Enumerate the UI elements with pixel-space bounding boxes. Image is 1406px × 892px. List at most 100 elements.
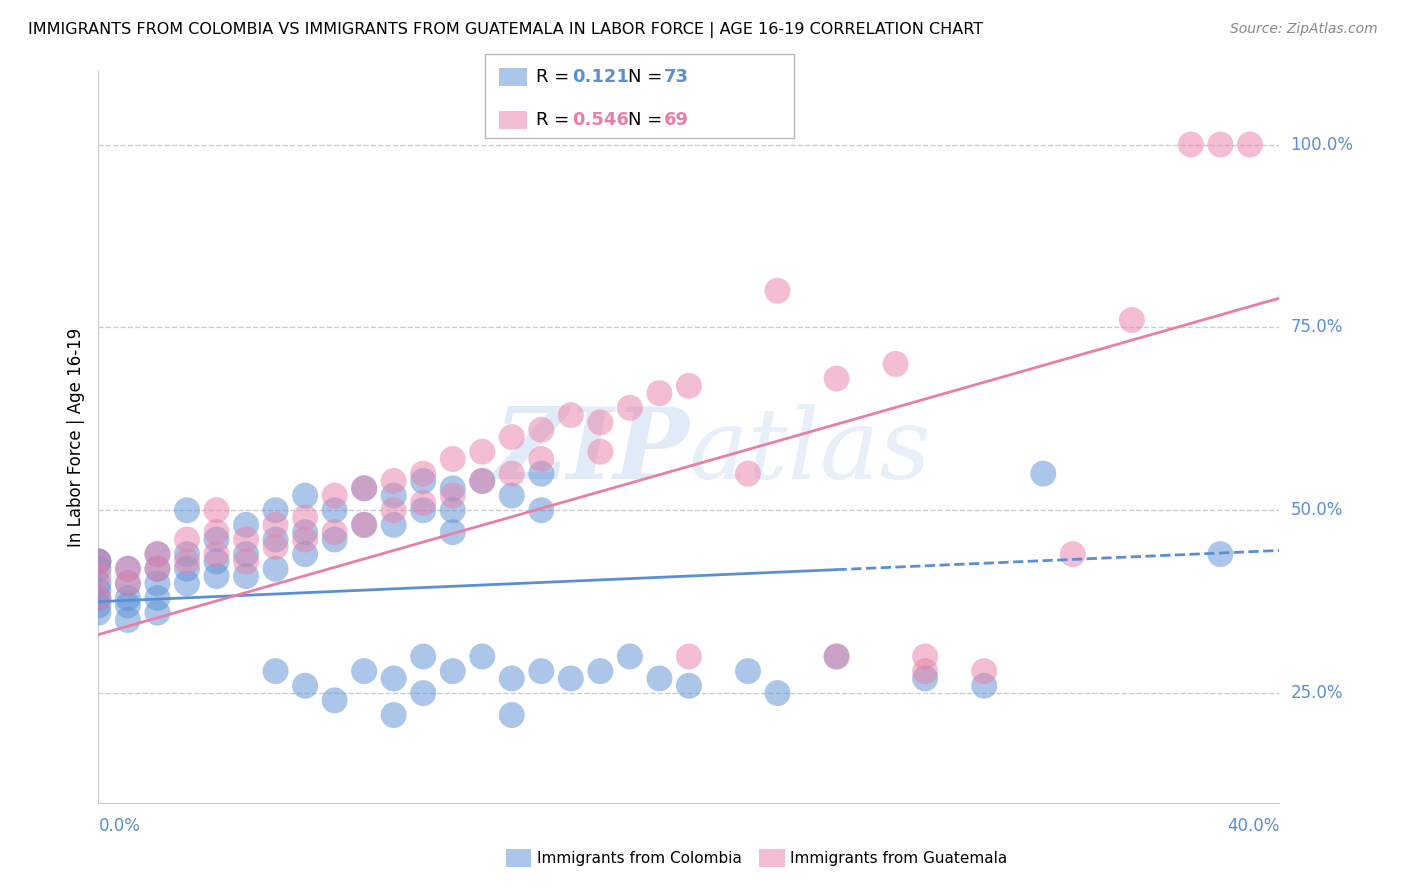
Text: 69: 69: [664, 111, 689, 128]
Point: [501, 489, 523, 503]
Point: [146, 547, 169, 561]
Text: N =: N =: [628, 111, 668, 128]
Point: [117, 562, 139, 576]
Point: [205, 547, 228, 561]
Point: [235, 569, 257, 583]
Point: [294, 547, 316, 561]
Point: [294, 489, 316, 503]
Point: [441, 664, 464, 678]
Point: [235, 547, 257, 561]
Point: [412, 686, 434, 700]
Point: [87, 606, 110, 620]
Point: [1062, 547, 1084, 561]
Point: [441, 503, 464, 517]
Point: [353, 517, 375, 532]
Point: [530, 467, 553, 481]
Point: [294, 533, 316, 547]
Point: [117, 599, 139, 613]
Point: [146, 591, 169, 605]
Point: [205, 533, 228, 547]
Text: R =: R =: [536, 111, 575, 128]
Text: 75.0%: 75.0%: [1291, 318, 1343, 336]
Point: [294, 525, 316, 540]
Point: [205, 569, 228, 583]
Point: [353, 481, 375, 495]
Point: [353, 481, 375, 495]
Point: [353, 517, 375, 532]
Point: [87, 554, 110, 568]
Point: [146, 547, 169, 561]
Point: [825, 649, 848, 664]
Point: [412, 503, 434, 517]
Point: [914, 664, 936, 678]
Point: [589, 444, 612, 458]
Text: 0.546: 0.546: [572, 111, 628, 128]
Point: [323, 533, 346, 547]
Point: [441, 452, 464, 467]
Point: [323, 489, 346, 503]
Point: [235, 517, 257, 532]
Point: [560, 672, 582, 686]
Point: [382, 708, 405, 723]
Point: [501, 708, 523, 723]
Point: [205, 525, 228, 540]
Text: 25.0%: 25.0%: [1291, 684, 1343, 702]
Point: [117, 591, 139, 605]
Text: 40.0%: 40.0%: [1227, 817, 1279, 836]
Point: [176, 533, 198, 547]
Point: [205, 554, 228, 568]
Point: [471, 474, 494, 488]
Text: IMMIGRANTS FROM COLOMBIA VS IMMIGRANTS FROM GUATEMALA IN LABOR FORCE | AGE 16-19: IMMIGRANTS FROM COLOMBIA VS IMMIGRANTS F…: [28, 22, 983, 38]
Point: [678, 379, 700, 393]
Point: [264, 664, 287, 678]
Point: [825, 371, 848, 385]
Point: [884, 357, 907, 371]
Point: [146, 576, 169, 591]
Point: [678, 679, 700, 693]
Point: [264, 540, 287, 554]
Point: [146, 562, 169, 576]
Point: [294, 679, 316, 693]
Point: [619, 649, 641, 664]
Point: [412, 474, 434, 488]
Point: [323, 525, 346, 540]
Point: [766, 686, 789, 700]
Point: [825, 649, 848, 664]
Point: [530, 503, 553, 517]
Point: [264, 533, 287, 547]
Text: R =: R =: [536, 69, 575, 87]
Text: Immigrants from Colombia: Immigrants from Colombia: [537, 851, 742, 865]
Point: [264, 517, 287, 532]
Point: [737, 664, 759, 678]
Point: [87, 562, 110, 576]
Point: [648, 386, 671, 401]
Point: [117, 576, 139, 591]
Text: 73: 73: [664, 69, 689, 87]
Text: 0.0%: 0.0%: [98, 817, 141, 836]
Text: ZIP: ZIP: [494, 403, 689, 500]
Point: [264, 503, 287, 517]
Point: [471, 474, 494, 488]
Point: [737, 467, 759, 481]
Point: [1121, 313, 1143, 327]
Point: [1209, 137, 1232, 152]
Point: [501, 672, 523, 686]
Point: [412, 649, 434, 664]
Text: 100.0%: 100.0%: [1291, 136, 1354, 153]
Point: [382, 503, 405, 517]
Point: [441, 481, 464, 495]
Point: [87, 554, 110, 568]
Point: [87, 554, 110, 568]
Point: [176, 554, 198, 568]
Point: [914, 649, 936, 664]
Point: [117, 613, 139, 627]
Point: [471, 444, 494, 458]
Text: 50.0%: 50.0%: [1291, 501, 1343, 519]
Point: [87, 591, 110, 605]
Point: [560, 408, 582, 422]
Point: [441, 489, 464, 503]
Point: [176, 547, 198, 561]
Point: [323, 693, 346, 707]
Point: [146, 562, 169, 576]
Point: [382, 517, 405, 532]
